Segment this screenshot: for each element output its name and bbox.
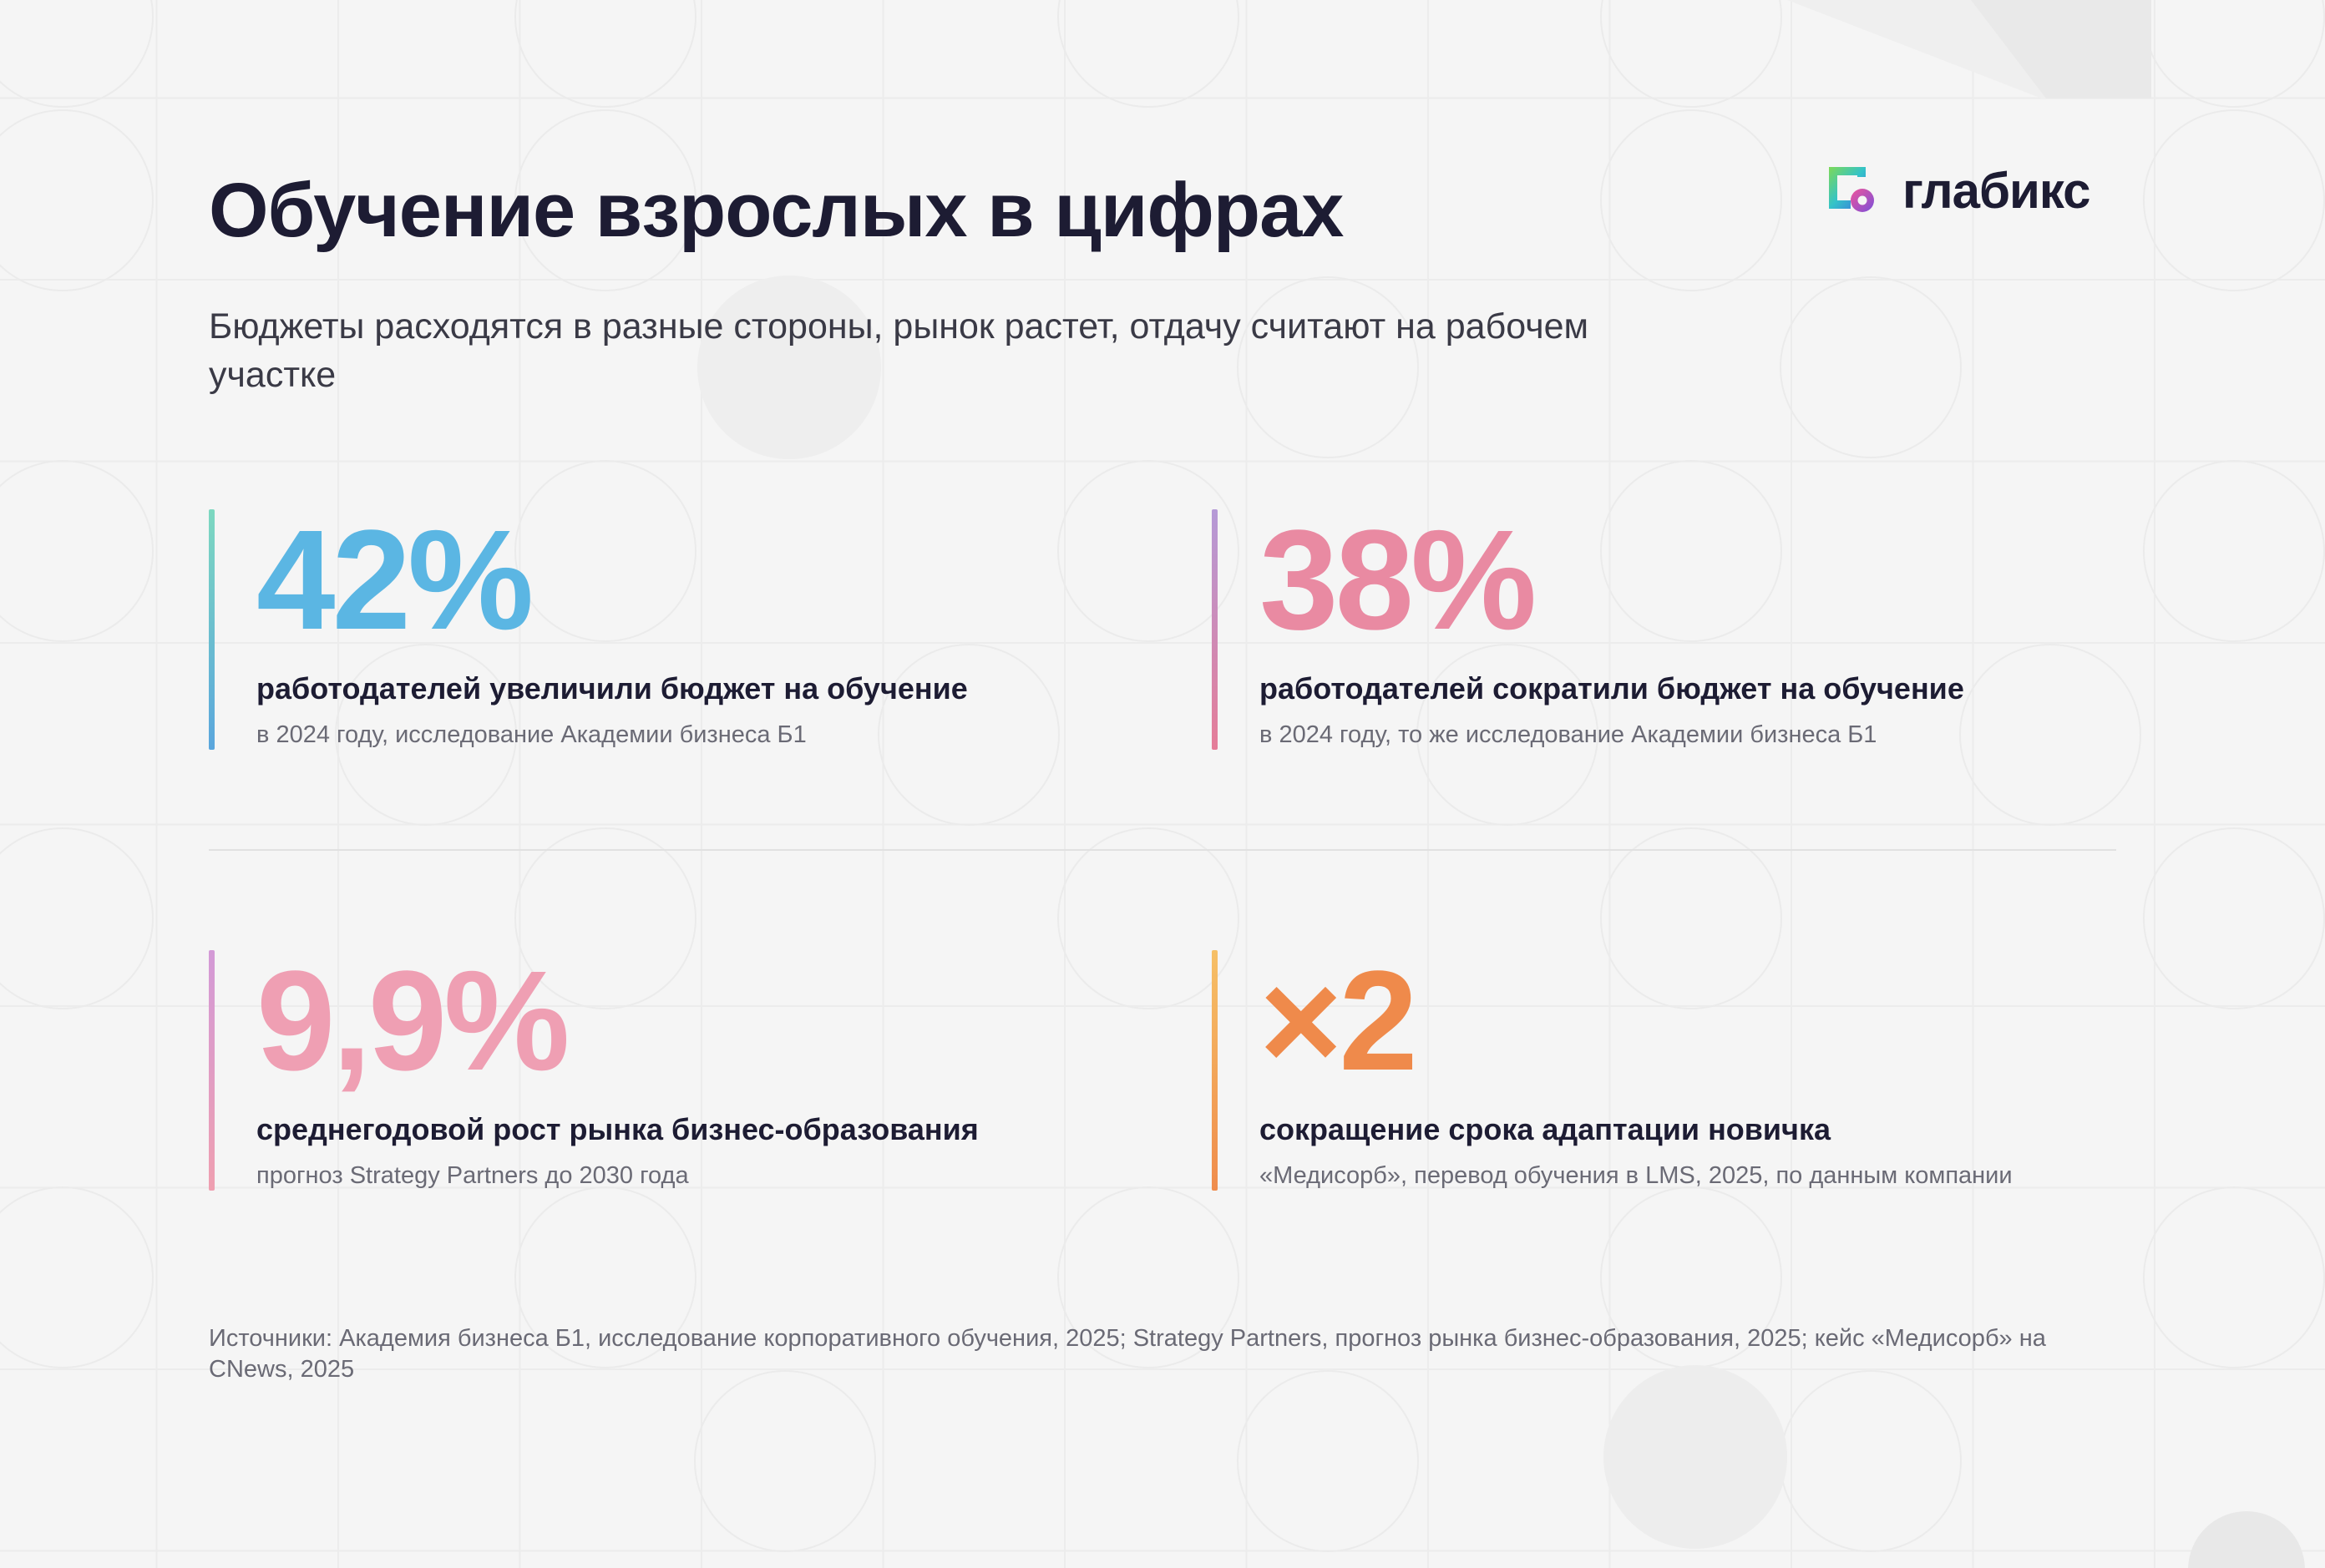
accent-bar <box>209 950 215 1191</box>
stat-card-market-growth: 9,9% среднегодовой рост рынка бизнес-обр… <box>209 950 1169 1191</box>
stat-value: ×2 <box>1259 942 1418 1100</box>
stat-note: в 2024 году, то же исследование Академии… <box>1259 721 1877 748</box>
stat-note: «Медисорб», перевод обучения в LMS, 2025… <box>1259 1162 2013 1189</box>
stat-label: сокращение срока адаптации новичка <box>1259 1112 1831 1146</box>
stat-label: работодателей сократили бюджет на обучен… <box>1259 671 1964 706</box>
stat-value: 9,9% <box>256 942 570 1100</box>
stat-card-budget-decrease: 38% работодателей сократили бюджет на об… <box>1212 509 2172 750</box>
sources-footnote: Источники: Академия бизнеса Б1, исследов… <box>209 1325 2046 1383</box>
stat-value: 38% <box>1259 501 1537 660</box>
stat-note: в 2024 году, исследование Академии бизне… <box>256 721 807 748</box>
page-title: Обучение взрослых в цифрах <box>209 168 1344 253</box>
stat-card-budget-increase: 42% работодателей увеличили бюджет на об… <box>209 509 1169 750</box>
stat-value: 42% <box>256 501 534 660</box>
accent-bar <box>1212 509 1218 750</box>
stat-note: прогноз Strategy Partners до 2030 года <box>256 1162 689 1189</box>
glabix-logo-icon <box>1826 164 1879 217</box>
accent-bar <box>209 509 215 750</box>
brand-name: глабикс <box>1902 162 2091 219</box>
accent-bar <box>1212 950 1218 1191</box>
page-subtitle: Бюджеты расходятся в разные стороны, рын… <box>209 306 1589 395</box>
stat-label: работодателей увеличили бюджет на обучен… <box>256 671 968 706</box>
stat-label: среднегодовой рост рынка бизнес-образова… <box>256 1112 979 1146</box>
brand-logo[interactable]: глабикс <box>1826 162 2091 219</box>
stat-card-onboarding: ×2 сокращение срока адаптации новичка «М… <box>1212 950 2172 1191</box>
section-divider <box>209 849 2116 851</box>
